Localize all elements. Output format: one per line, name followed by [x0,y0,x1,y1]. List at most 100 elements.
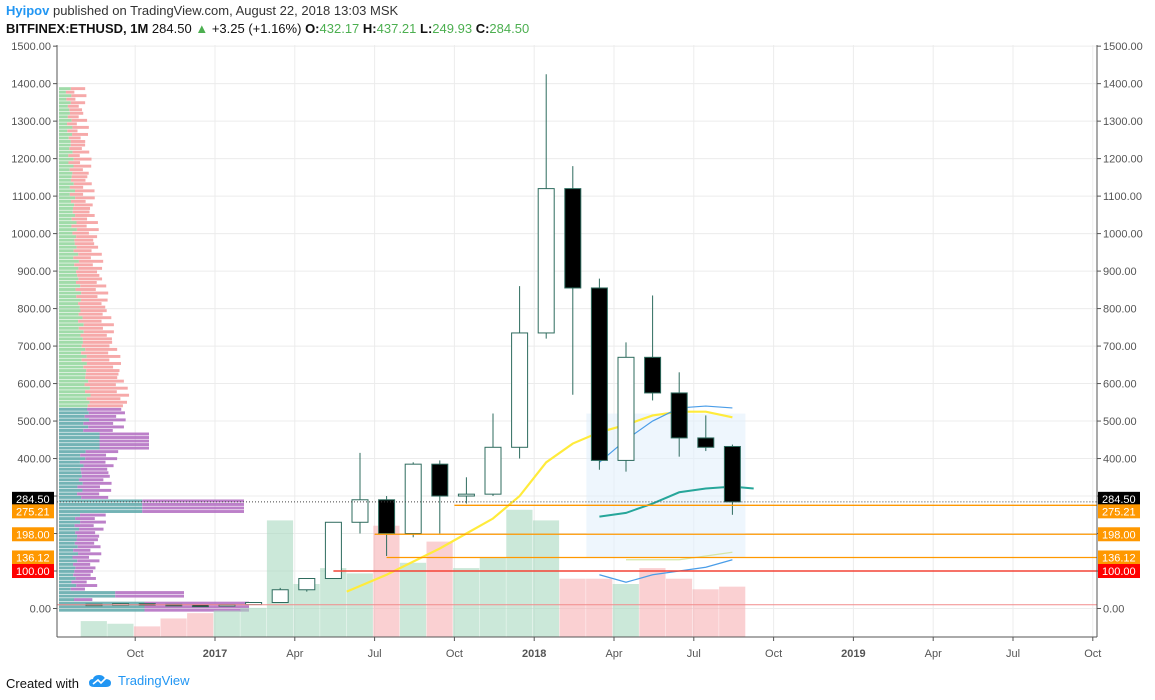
profile-bar-up [59,344,82,348]
left-price-label: 100.00 [16,566,50,578]
profile-bar-down [77,545,101,549]
open-label: O: [305,21,320,36]
profile-bar-down [80,520,106,524]
volume-bar [293,584,320,637]
profile-bar-up [59,224,72,228]
profile-bar-up [59,428,84,432]
left-tick-label: 1200.00 [11,154,51,166]
profile-bar-up [59,460,80,464]
close-label: C: [475,21,490,36]
right-tick-label: 1000.00 [1103,229,1143,241]
profile-bar-down [82,340,113,344]
profile-bar-down [69,168,83,172]
profile-bar-down [83,464,114,468]
profile-bar-down [78,312,103,316]
right-tick-label: 900.00 [1103,266,1137,278]
candle-body [271,589,289,604]
profile-bar-up [59,288,76,291]
profile-bar-down [75,531,96,535]
profile-bar-up [59,495,82,499]
profile-bar-up [59,467,81,471]
symbol-name[interactable]: BITFINEX:ETHUSD, 1M [6,21,149,36]
profile-bar-up [59,312,79,316]
right-tick-label: 1200.00 [1103,154,1143,166]
close-value: 284.50 [489,21,530,36]
profile-bar-down [78,552,102,556]
grid [57,45,1097,637]
profile-bar-down [144,601,249,605]
profile-bar-down [99,436,149,439]
profile-bar-down [70,143,86,147]
left-tick-label: 1100.00 [12,191,51,203]
profile-bar-up [59,488,83,492]
profile-bar-up [59,284,81,288]
profile-bar-down [72,132,89,136]
profile-bar-down [78,319,102,323]
volume-bar [532,520,560,637]
profile-bar-down [75,214,95,217]
profile-bar-down [69,108,83,112]
profile-bar-down [142,499,244,503]
profile-bar-up [59,436,100,439]
volume-bar [320,568,347,637]
profile-bar-up [59,171,73,175]
x-tick-label: Jul [1006,648,1020,660]
price-chart[interactable]: 1500.00 1500.00 1400.00 1400.00 1300.00 1300.… [0,40,1155,665]
profile-bar-up [59,457,86,461]
profile-bar-up [59,319,79,323]
profile-bar-down [79,527,104,531]
candle-body [404,463,422,535]
profile-bar-up [59,242,75,246]
profile-bar-up [59,534,78,538]
profile-bar-up [59,256,74,260]
profile-bar-down [71,217,88,221]
profile-bar-up [59,203,75,207]
candle-body [457,493,475,497]
right-tick-label: 800.00 [1103,304,1137,316]
left-tick-label: 1500.00 [11,41,51,53]
profile-bar-down [81,495,109,499]
profile-bar-up [59,527,80,531]
profile-bar-down [87,407,122,411]
profile-bar-down [85,372,119,376]
profile-bar-up [59,168,70,172]
profile-bar-up [59,263,75,267]
profile-bar-down [70,140,86,143]
profile-bar-up [59,330,84,334]
author-link[interactable]: Hyipov [6,3,50,18]
profile-bar-up [59,397,87,401]
profile-bar-up [59,154,69,158]
profile-bar-up [59,147,70,150]
profile-bar-up [59,323,84,327]
left-tick-label: 600.00 [17,379,51,391]
profile-bar-up [59,506,143,510]
profile-bar-up [59,206,73,210]
profile-bar-up [59,541,75,545]
profile-bar-up [59,559,78,563]
profile-bar-down [77,492,100,496]
profile-bar-up [59,503,143,506]
profile-bar-up [59,520,81,524]
left-price-label-bg [12,527,54,542]
volume-bar [160,618,187,637]
published-text: published on TradingView.com, August 22,… [52,3,399,18]
profile-bar-up [59,161,69,165]
x-tick-label: 2017 [203,648,227,660]
tradingview-brand[interactable]: TradingView [88,673,190,688]
volume-bar [692,589,719,637]
profile-bar-down [144,608,249,612]
profile-bar-up [59,277,79,281]
volume-bar [453,568,480,637]
profile-bar-up [59,125,73,129]
profile-bar-down [83,323,114,327]
profile-bar-up [59,369,87,373]
left-tick-label: 1000.00 [11,229,51,241]
left-tick-label: 500.00 [17,416,51,428]
left-price-label: 198.00 [16,529,50,541]
profile-bar-up [59,94,72,98]
left-price-label: 136.12 [16,552,50,564]
profile-bar-down [74,263,93,267]
right-price-label-bg [1098,550,1140,565]
profile-bar-up [59,217,72,221]
profile-bar-up [59,175,72,179]
